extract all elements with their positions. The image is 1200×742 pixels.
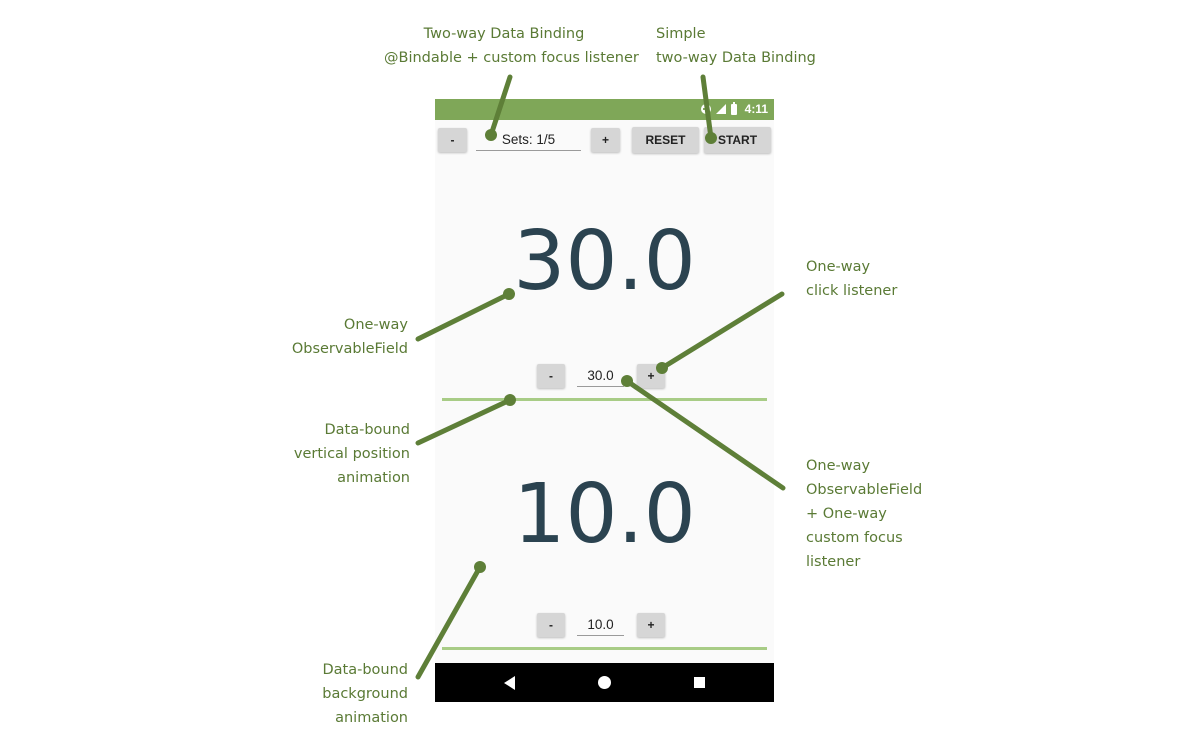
annotation-simple-two-way: Simple two-way Data Binding: [656, 26, 816, 66]
recent-apps-icon[interactable]: [694, 677, 705, 688]
battery-icon: [730, 101, 737, 115]
work-minus-button[interactable]: -: [537, 364, 565, 388]
annotation-one-way-observable: One-way ObservableField: [291, 317, 408, 357]
rest-plus-button[interactable]: +: [637, 613, 665, 637]
annotation-two-way-bindable: Two-way Data Binding @Bindable + custom …: [384, 26, 639, 66]
phone-screen: 4:11 - Sets: 1/5 + RESET START 30.0 - 30…: [435, 99, 774, 702]
work-plus-button[interactable]: +: [637, 364, 665, 388]
annotation-vertical-animation: Data-bound vertical position animation: [293, 422, 410, 486]
status-time: 4:11: [744, 102, 768, 116]
start-button[interactable]: START: [704, 127, 771, 153]
do-not-disturb-icon: [700, 104, 711, 114]
status-bar: 4:11: [435, 99, 774, 120]
work-time-field[interactable]: 30.0: [577, 366, 624, 387]
annotation-background-animation: Data-bound background animation: [322, 662, 408, 726]
navigation-bar: [435, 663, 774, 702]
back-icon[interactable]: [504, 676, 515, 690]
rest-time-display: 10.0: [513, 467, 696, 562]
work-divider: [442, 398, 767, 401]
annotation-observable-focus: One-way ObservableField + One-way custom…: [806, 458, 923, 570]
rest-time-field[interactable]: 10.0: [577, 615, 624, 636]
rest-divider: [442, 647, 767, 650]
annotation-one-way-click: One-way click listener: [806, 259, 898, 299]
work-time-display: 30.0: [513, 214, 696, 309]
home-icon[interactable]: [598, 676, 611, 689]
sets-minus-button[interactable]: -: [438, 128, 467, 152]
sets-field[interactable]: Sets: 1/5: [476, 130, 581, 151]
signal-icon: [715, 104, 726, 114]
rest-minus-button[interactable]: -: [537, 613, 565, 637]
sets-plus-button[interactable]: +: [591, 128, 620, 152]
reset-button[interactable]: RESET: [632, 127, 699, 153]
